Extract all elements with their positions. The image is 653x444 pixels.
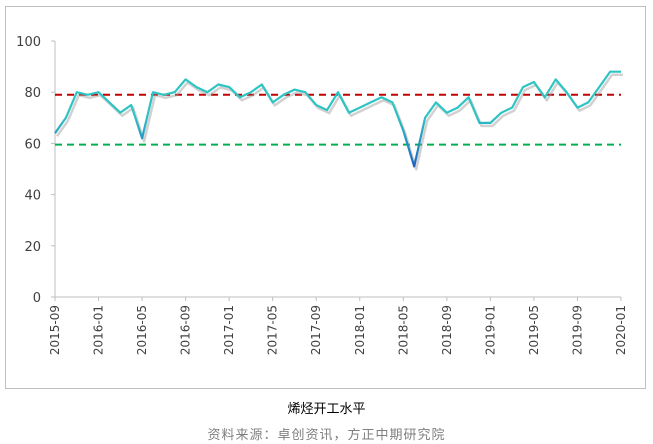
x-tick-label: 2015-09 bbox=[48, 305, 62, 355]
source-note: 资料来源：卓创资讯，方正中期研究院 bbox=[207, 428, 446, 443]
y-tick-label: 100 bbox=[16, 35, 41, 50]
x-tick-label: 2018-01 bbox=[353, 305, 367, 355]
y-tick-label: 40 bbox=[24, 189, 41, 204]
x-tick-label: 2017-05 bbox=[266, 305, 280, 355]
chart-caption: 烯烃开工水平 bbox=[287, 402, 366, 417]
x-tick-label: 2018-09 bbox=[440, 305, 454, 355]
chart-frame bbox=[5, 6, 646, 389]
x-tick-label: 2019-05 bbox=[527, 305, 541, 355]
y-tick-label: 80 bbox=[24, 86, 41, 101]
x-tick-label: 2020-01 bbox=[614, 305, 628, 355]
x-tick-label: 2019-01 bbox=[483, 305, 497, 355]
x-tick-label: 2016-09 bbox=[179, 305, 193, 355]
chart: 0 20 40 60 80 100 2015-09 2016-01 2016-05 2016-09… bbox=[16, 35, 628, 355]
x-tick-label: 2017-01 bbox=[222, 305, 236, 355]
x-tick-label: 2016-01 bbox=[92, 305, 106, 355]
x-tick-label: 2019-09 bbox=[570, 305, 584, 355]
y-tick-label: 20 bbox=[24, 240, 41, 255]
x-tick-label: 2017-09 bbox=[309, 305, 323, 355]
x-tick-label: 2016-05 bbox=[135, 305, 149, 355]
y-tick-label: 60 bbox=[24, 137, 41, 152]
x-tick-label: 2018-05 bbox=[396, 305, 410, 355]
series-line bbox=[54, 70, 621, 168]
y-tick-label: 0 bbox=[33, 291, 41, 306]
